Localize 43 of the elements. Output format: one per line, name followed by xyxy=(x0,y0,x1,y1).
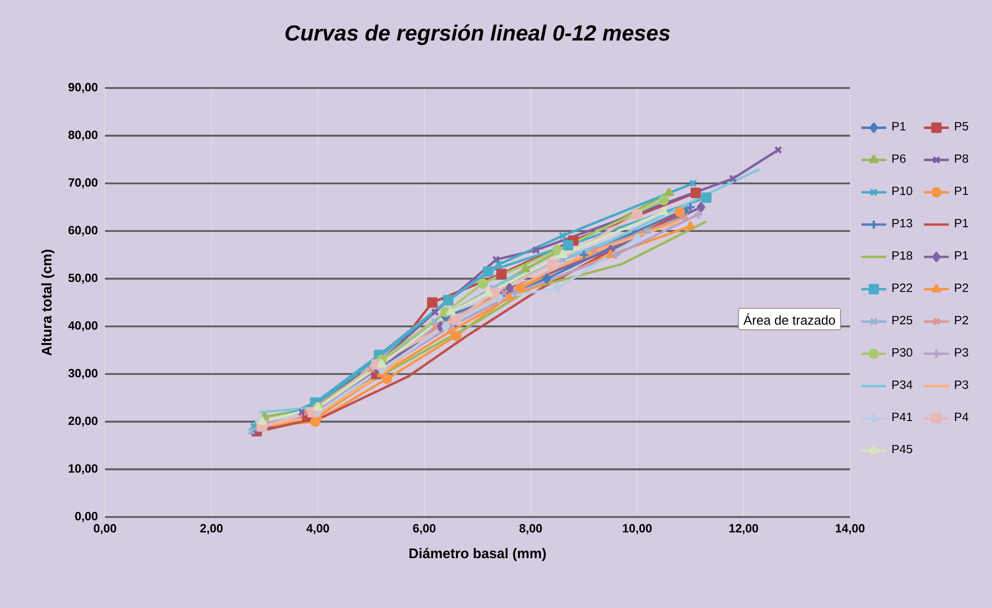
y-tick-label: 60,00 xyxy=(68,226,98,236)
legend-label: P1 xyxy=(955,251,968,260)
legend-label: P2 xyxy=(955,284,968,292)
y-axis-title: Altura total (cm) xyxy=(41,250,54,356)
legend-label: P18 xyxy=(892,251,912,260)
x-axis-title: Diámetro basal (mm) xyxy=(409,548,546,562)
x-tick-label: 10,00 xyxy=(622,524,652,534)
x-tick-label: 0,00 xyxy=(94,524,116,534)
y-tick-label: 30,00 xyxy=(68,368,98,380)
legend-label: P22 xyxy=(892,284,912,292)
x-tick-label: 2,00 xyxy=(200,524,223,534)
legend-label: P3 xyxy=(955,348,968,357)
y-tick-label: 70,00 xyxy=(68,178,98,188)
legend-label: P41 xyxy=(892,412,912,421)
annotation: Área de trazado xyxy=(743,313,836,325)
legend-label: P1 xyxy=(955,186,968,195)
legend-label: P25 xyxy=(892,316,912,324)
legend-label: P6 xyxy=(892,154,906,163)
legend-label: P34 xyxy=(892,380,912,389)
legend-label: P3 xyxy=(955,380,968,389)
y-tick-label: 0,00 xyxy=(75,512,98,522)
legend-label: P30 xyxy=(892,348,912,357)
x-tick-label: 6,00 xyxy=(413,524,436,534)
legend-label: P1 xyxy=(892,122,906,130)
x-tick-label: 4,00 xyxy=(306,524,330,534)
x-tick-label: 8,00 xyxy=(519,524,542,534)
legend-label: P45 xyxy=(892,444,912,454)
legend-label: P4 xyxy=(955,412,968,421)
y-tick-label: 90,00 xyxy=(68,82,98,94)
legend-label: P8 xyxy=(955,154,968,163)
y-tick-label: 40,00 xyxy=(68,321,98,332)
y-tick-label: 10,00 xyxy=(68,464,98,474)
legend-label: P2 xyxy=(955,316,968,324)
chart-title: Curvas de regrsión lineal 0-12 meses xyxy=(285,24,670,46)
x-tick-label: 12,00 xyxy=(729,524,758,534)
legend-label: P10 xyxy=(892,186,912,196)
y-tick-label: 80,00 xyxy=(68,130,98,141)
y-tick-label: 50,00 xyxy=(68,274,98,284)
legend-label: P1 xyxy=(955,218,968,228)
legend-label: P13 xyxy=(892,218,912,228)
legend-label: P5 xyxy=(955,122,968,130)
y-tick-label: 20,00 xyxy=(68,416,98,427)
x-tick-label: 14,00 xyxy=(836,524,864,534)
